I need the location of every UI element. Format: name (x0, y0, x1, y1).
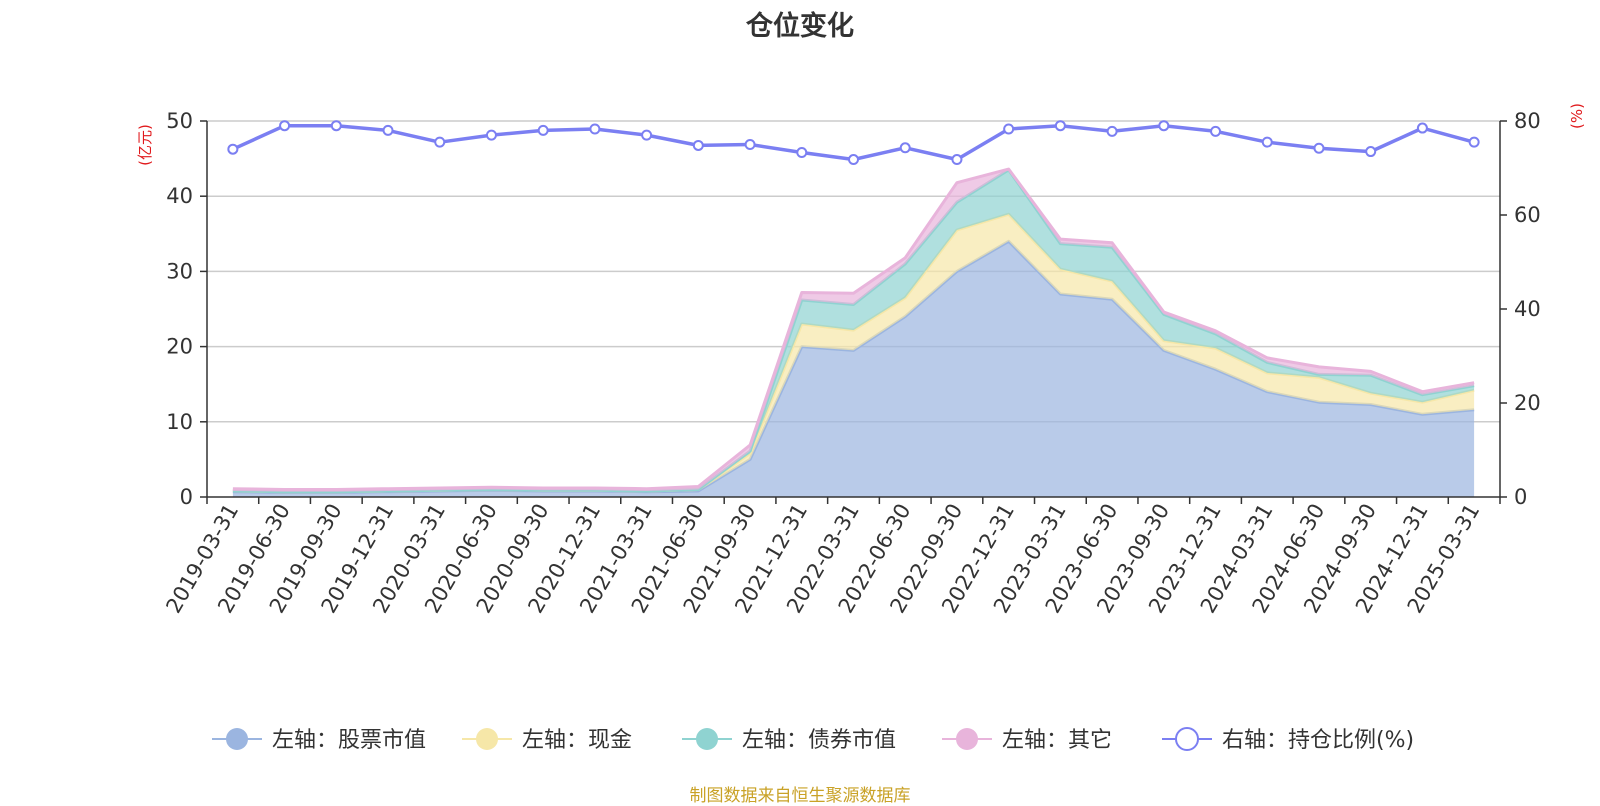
legend-item: 左轴：股票市值 (212, 728, 426, 753)
legend-marker (476, 728, 498, 750)
ratio-point (951, 154, 963, 166)
ratio-point (1365, 146, 1377, 158)
left-tick-label: 20 (166, 335, 193, 359)
ratio-point (1468, 136, 1480, 148)
right-axis-unit: (%) (1568, 103, 1586, 129)
legend-marker (696, 728, 718, 750)
ratio-point (692, 139, 704, 151)
data-source-note: 制图数据来自恒生聚源数据库 (689, 786, 911, 806)
ratio-point (1313, 142, 1325, 154)
legend-label: 左轴：现金 (522, 728, 632, 753)
area-左轴：股票市值 (232, 241, 1475, 497)
ratio-point (382, 124, 394, 136)
left-tick-label: 0 (180, 485, 193, 509)
legend-marker (956, 728, 978, 750)
left-axis-unit: (亿元) (136, 124, 154, 166)
area-edge-左轴：其它 (232, 167, 1475, 491)
ratio-point (1210, 125, 1222, 137)
legend-label: 左轴：债券市值 (742, 728, 896, 753)
right-tick-label: 60 (1514, 203, 1541, 227)
ratio-point (1054, 120, 1066, 132)
ratio-point (537, 124, 549, 136)
left-tick-label: 10 (166, 410, 193, 434)
legend-item: 右轴：持仓比例(%) (1162, 727, 1414, 753)
ratio-point (848, 154, 859, 166)
legend-item: 左轴：其它 (942, 728, 1112, 753)
left-tick-label: 30 (166, 259, 193, 283)
right-tick-label: 80 (1514, 109, 1541, 133)
ratio-point (227, 143, 239, 155)
legend-item: 左轴：现金 (462, 728, 632, 753)
ratio-point (1261, 136, 1273, 148)
ratio-point (589, 123, 601, 135)
ratio-point (1106, 125, 1118, 137)
ratio-point (279, 120, 291, 132)
ratio-point (1003, 123, 1015, 135)
ratio-point (641, 129, 653, 141)
legend: 左轴：股票市值 左轴：现金 左轴：债券市值 左轴：其它 右轴：持仓比例(%) (212, 727, 1414, 753)
legend-label: 左轴：股票市值 (272, 728, 426, 753)
legend-item: 左轴：债券市值 (682, 728, 896, 753)
legend-label: 右轴：持仓比例(%) (1222, 728, 1414, 753)
ratio-point (1158, 120, 1170, 132)
ratio-point (899, 142, 911, 154)
right-tick-label: 40 (1514, 297, 1541, 321)
ratio-line-layer (227, 120, 1480, 166)
legend-label: 左轴：其它 (1002, 728, 1112, 753)
left-tick-label: 40 (166, 184, 193, 208)
right-tick-label: 0 (1514, 485, 1527, 509)
ratio-point (744, 139, 756, 150)
right-tick-label: 20 (1514, 391, 1541, 415)
ratio-point (434, 136, 446, 148)
legend-marker (226, 728, 248, 750)
ratio-point (485, 129, 497, 141)
legend-marker (1175, 727, 1199, 751)
chart-title: 仓位变化 (746, 11, 854, 42)
stacked-areas (232, 167, 1475, 497)
ratio-point (330, 120, 342, 132)
left-tick-label: 50 (166, 109, 193, 133)
ratio-point (796, 146, 808, 158)
ratio-point (1416, 122, 1428, 134)
